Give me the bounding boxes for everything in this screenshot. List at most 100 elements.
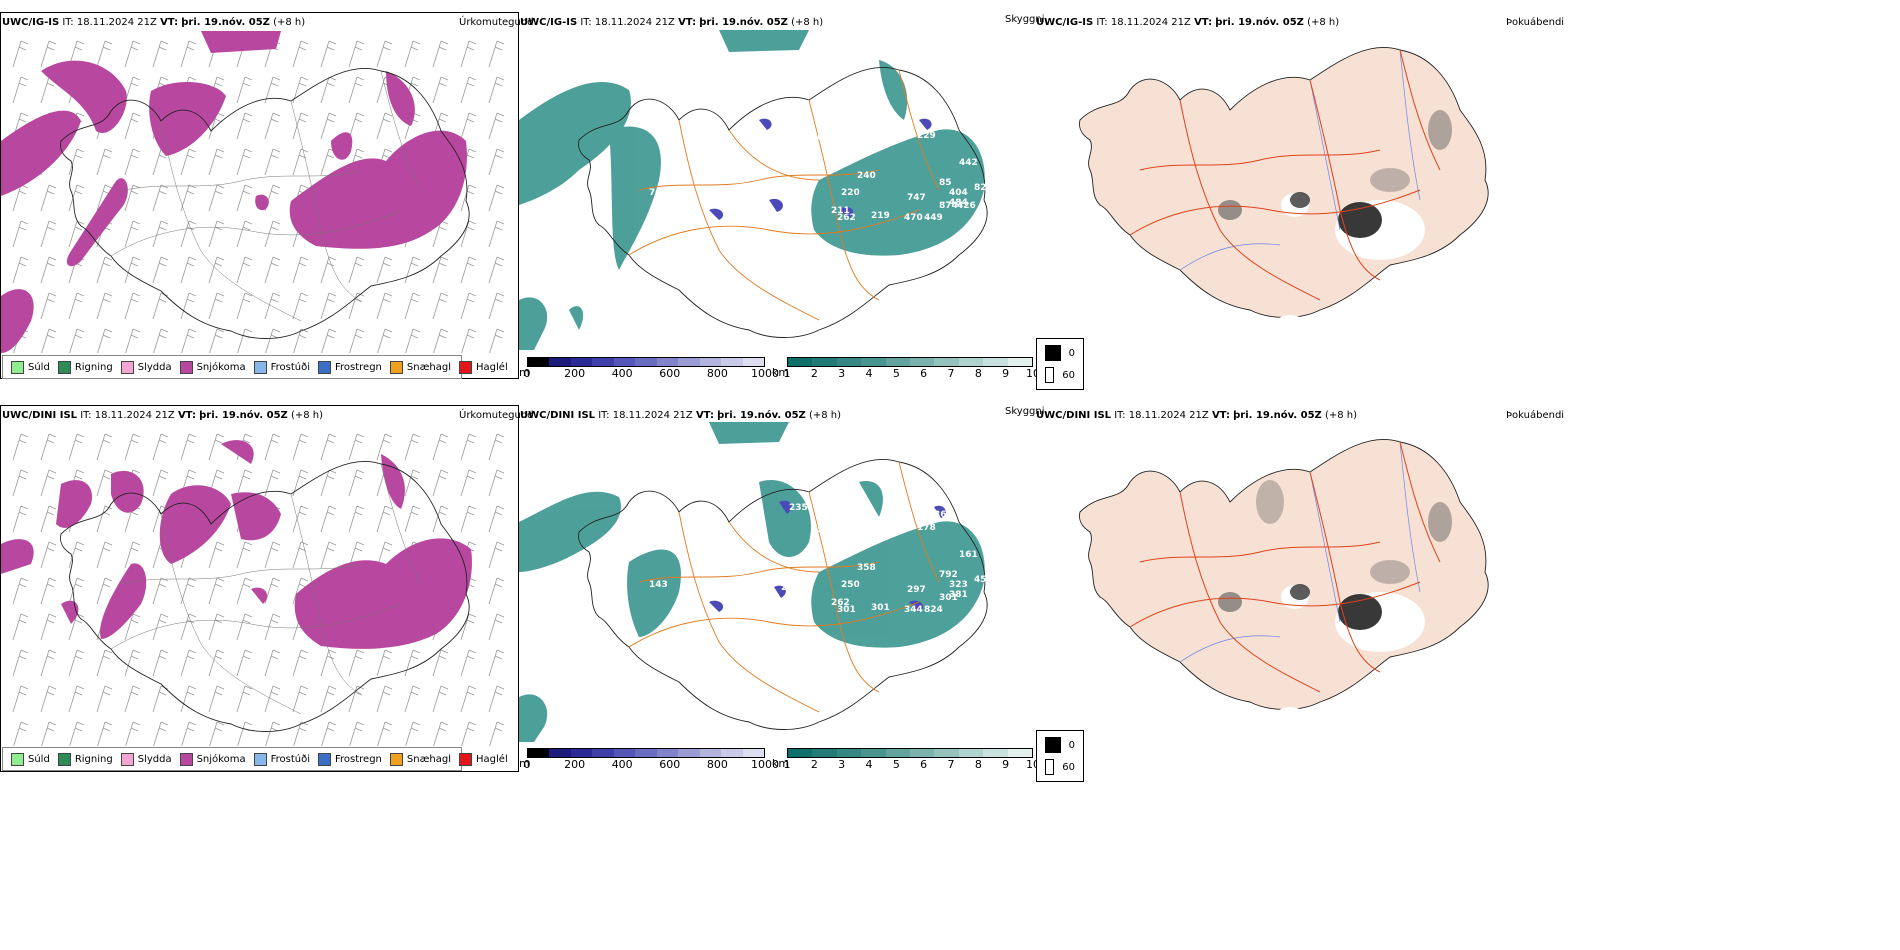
wind-barb <box>489 721 505 746</box>
wind-barb <box>152 220 169 248</box>
colorbar-tick: 800 <box>706 367 728 380</box>
legend-swatch <box>120 752 134 766</box>
colorbar-bin <box>934 749 959 757</box>
wind-barb <box>376 40 393 68</box>
wind-barb <box>12 577 29 605</box>
vt-label: VT: <box>695 410 714 421</box>
wind-barb <box>152 40 169 68</box>
wind-barb <box>69 328 85 353</box>
roads <box>110 70 422 322</box>
wind-barb <box>320 541 337 569</box>
peak-label: 457 <box>974 575 993 585</box>
colorbar-tick: 4 <box>865 758 873 771</box>
colorbar-bin <box>958 358 984 366</box>
it-label: IT: <box>1114 410 1126 421</box>
wind-barb <box>181 721 197 746</box>
wind-barb <box>488 76 505 104</box>
legend-label: Rigning <box>74 361 113 373</box>
wind-barb <box>236 613 253 641</box>
colorbar-bin <box>885 358 911 366</box>
peak-label: 301 <box>871 603 890 613</box>
wind-barb <box>96 505 113 533</box>
wind-barb <box>460 613 477 641</box>
wind-barb <box>376 685 393 713</box>
cloudbase-unit-bottom: m <box>519 757 530 770</box>
wind-barb <box>488 148 505 176</box>
wind-barb <box>292 649 309 677</box>
fog-legend-bottom: 0 60 <box>1036 730 1084 782</box>
land <box>1079 46 1489 318</box>
visibility-areas <box>519 30 985 350</box>
legend-swatch <box>11 360 24 374</box>
fog-shades <box>1218 110 1452 335</box>
wind-barb <box>152 469 169 497</box>
fog-legend-row: 60 <box>1045 759 1075 775</box>
wind-barb <box>152 184 169 212</box>
wind-barb <box>376 433 393 461</box>
legend-swatch <box>318 752 331 766</box>
wind-barb <box>180 184 197 212</box>
colorbar-bin <box>592 749 614 757</box>
wind-barb <box>180 220 197 248</box>
header-fog-bottom: UWC/DINI ISL IT: 18.11.2024 21Z VT: þri.… <box>1036 410 1357 421</box>
colorbar-bin <box>934 358 959 366</box>
peak-label: 146 <box>711 198 730 208</box>
precip-map-top <box>1 31 505 353</box>
wind-barb <box>68 433 85 461</box>
legend-swatch <box>57 360 71 374</box>
precip-title-bottom: Úrkomutegund <box>459 410 534 421</box>
peak-label: 312 <box>789 111 808 121</box>
legend-item: Frostúði <box>253 360 310 374</box>
wind-barb <box>180 685 197 713</box>
wind-barb <box>124 613 141 641</box>
colorbar-bin <box>528 749 550 757</box>
wind-barb <box>68 577 85 605</box>
wind-barb <box>208 649 225 677</box>
colorbar-tick: 400 <box>611 367 633 380</box>
wind-barb <box>209 328 225 353</box>
legend-item: Frostregn <box>318 360 382 374</box>
wind-barb <box>404 256 421 284</box>
wind-barb <box>40 433 57 461</box>
it-value: 18.11.2024 21Z <box>94 410 175 421</box>
wind-barb <box>96 649 113 677</box>
cloud-title-top: Skyggni <box>1005 14 1045 25</box>
wind-barb <box>489 328 505 353</box>
wind-barb <box>264 220 281 248</box>
low-cloud-areas <box>709 118 932 220</box>
peak-label: 800 <box>914 95 933 105</box>
wind-barb <box>152 292 169 320</box>
wind-barb <box>460 649 477 677</box>
legend-swatch <box>120 360 134 374</box>
model-name: UWC/IG-IS <box>1036 17 1094 28</box>
peak-label: 123 <box>781 191 800 201</box>
fog-legend-row: 0 <box>1045 345 1075 361</box>
visibility-unit-bottom: km <box>772 757 790 770</box>
colorbar-bin <box>836 358 862 366</box>
wind-barb <box>264 112 281 140</box>
wind-barb <box>432 505 449 533</box>
peak-label: 323 <box>949 580 968 590</box>
legend-swatch <box>253 360 267 374</box>
precip-legend-bottom: Súld Rigning Slydda Snjókoma Frostúði Frostre… <box>2 747 508 771</box>
wind-barb <box>264 649 281 677</box>
wind-barb <box>264 433 281 461</box>
wind-barb <box>349 721 365 746</box>
wind-barb <box>236 469 253 497</box>
lead-time: (+8 h) <box>791 17 824 28</box>
legend-item: Frostúði <box>253 752 310 766</box>
vt-label: VT: <box>177 410 196 421</box>
it-label: IT: <box>598 410 610 421</box>
fog-label: 60 <box>1062 369 1075 381</box>
colorbar-tick: 7 <box>947 758 955 771</box>
colorbar-bin <box>885 749 911 757</box>
precip-map-bottom <box>1 433 505 746</box>
wind-barb <box>124 76 141 104</box>
wind-barb <box>488 220 505 248</box>
peak-label: 161 <box>959 550 978 560</box>
colorbar-tick: 1 <box>783 367 791 380</box>
colorbar-tick: 2 <box>810 367 818 380</box>
legend-label: Snjókoma <box>196 753 246 765</box>
wind-barb <box>153 721 169 746</box>
wind-barb <box>208 685 225 713</box>
